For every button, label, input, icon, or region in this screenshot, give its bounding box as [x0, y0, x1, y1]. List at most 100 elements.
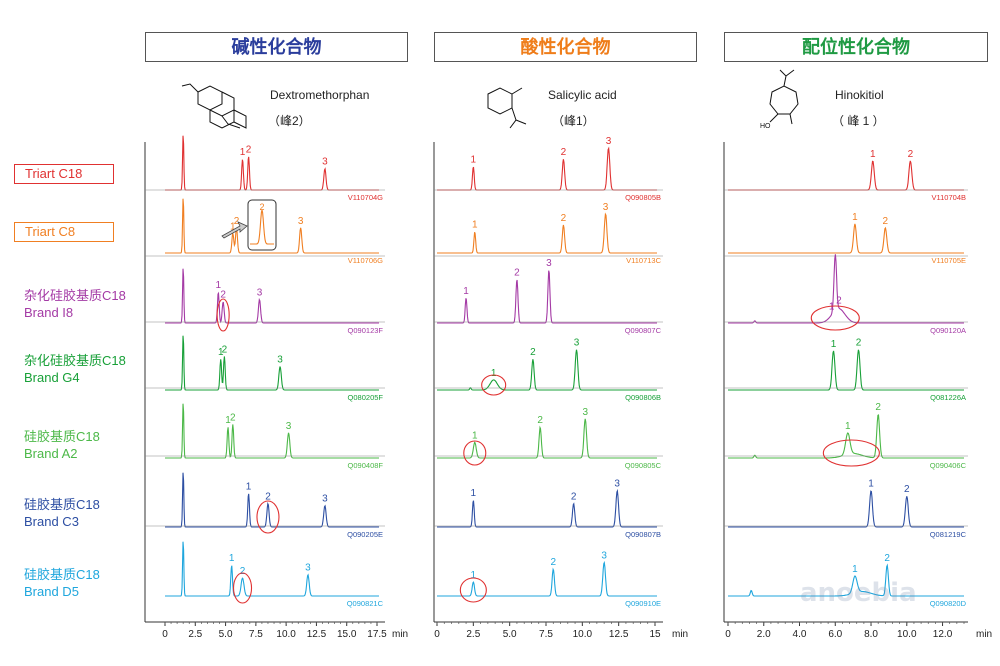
row-label-brand-d5-name: Brand D5: [24, 584, 79, 599]
chromatogram-trace: [165, 472, 379, 528]
peak-label: 1: [471, 488, 477, 499]
column-lot-code: Q090123F: [348, 326, 384, 335]
peak-label: 1: [491, 368, 497, 379]
x-tick-label: 10.0: [897, 629, 917, 640]
column-lot-code: Q090205E: [347, 530, 383, 539]
molecule-structure-hinokitiol-icon: [769, 85, 799, 115]
column-lot-code: V110705E: [932, 256, 966, 265]
zoom-inset-label: 2: [259, 202, 264, 212]
highlight-ellipse: [232, 572, 253, 604]
highlight-ellipse: [822, 439, 880, 467]
compound-name-basic: Dextromethorphan: [270, 88, 370, 102]
x-tick-label: 0: [434, 629, 440, 640]
compound-peak-acidic: （峰1）: [552, 114, 595, 128]
chromatogram-trace: [165, 541, 379, 597]
column-lot-code: Q081219C: [930, 530, 967, 539]
watermark: anoebia: [800, 578, 917, 608]
compound-name-acidic: Salicylic acid: [548, 88, 617, 102]
peak-label: 1: [240, 147, 246, 158]
chromatogram-trace: [165, 135, 379, 191]
peak-label: 2: [836, 296, 842, 307]
x-tick-label: 0: [162, 629, 168, 640]
column-lot-code: Q081226A: [930, 393, 966, 402]
peak-label: 2: [246, 144, 252, 155]
x-tick-label: 12.5: [307, 629, 327, 640]
peak-label: 2: [561, 213, 567, 224]
zoom-arrow-icon: [221, 221, 248, 239]
peak-label: 2: [222, 344, 228, 355]
peak-label: 1: [829, 302, 835, 313]
peak-label: 1: [216, 280, 222, 291]
peak-label: 3: [603, 202, 609, 213]
peak-label: 2: [530, 347, 536, 358]
column-lot-code: Q090805C: [625, 461, 662, 470]
peak-label: 2: [875, 402, 881, 413]
x-tick-label: 7.5: [249, 629, 263, 640]
chromatogram-trace: [728, 563, 964, 597]
molecule-structure-salicylic-icon: [487, 87, 513, 115]
molecule-structure-dextromethorphan-icon: [197, 85, 223, 111]
peak-label: 3: [606, 136, 612, 147]
peak-label: 1: [246, 481, 252, 492]
peak-label: 3: [574, 338, 580, 349]
header-coordinating: 配位性化合物: [724, 32, 988, 62]
column-lot-code: Q090807C: [625, 326, 662, 335]
x-tick-label: 2.5: [188, 629, 202, 640]
peak-label: 1: [471, 154, 477, 165]
chromatogram-trace: [165, 198, 379, 254]
compound-peak-basic: （峰2）: [268, 114, 311, 128]
peak-label: 1: [225, 415, 231, 426]
peak-label: 2: [230, 412, 236, 423]
molecule-structure-hinokitiol-icon: [769, 69, 795, 125]
peak-label: 3: [322, 494, 328, 505]
chromatogram-trace: [728, 160, 964, 191]
row-label-brand-g4-type: 杂化硅胶基质C18: [24, 353, 126, 368]
chromatogram-trace: [165, 335, 379, 391]
peak-label: 1: [852, 212, 858, 223]
row-label-brand-c3-name: Brand C3: [24, 514, 79, 529]
column-lot-code: Q090406C: [930, 461, 967, 470]
compound-peak-coordinating: （ 峰 1 ）: [832, 114, 885, 128]
peak-label: 1: [852, 564, 858, 575]
highlight-ellipse: [463, 440, 487, 466]
peak-label: 2: [550, 557, 556, 568]
x-tick-label: 7.5: [539, 629, 553, 640]
x-tick-label: 2.0: [757, 629, 771, 640]
peak-label: 2: [856, 338, 862, 349]
x-tick-label: 8.0: [864, 629, 878, 640]
column-lot-code: V110704G: [348, 193, 383, 202]
peak-label: 1: [463, 286, 469, 297]
chromatogram-trace: [728, 414, 964, 459]
chromatogram-trace: [437, 560, 657, 597]
peak-label: 1: [472, 430, 478, 441]
peak-label: 3: [277, 354, 283, 365]
row-label-brand-i8-name: Brand I8: [24, 305, 74, 320]
x-tick-label: 2.5: [466, 629, 480, 640]
highlight-ellipse: [216, 298, 230, 332]
peak-label: 2: [883, 216, 889, 227]
chromatogram-trace: [437, 418, 657, 459]
peak-label: 2: [514, 267, 520, 278]
peak-label: 2: [240, 566, 246, 577]
chromatogram-trace: [728, 349, 964, 391]
peak-label: 1: [831, 339, 837, 350]
peak-label: 2: [904, 484, 910, 495]
column-lot-code: V110713C: [626, 256, 661, 265]
molecule-structure-dextromethorphan-icon: [233, 109, 247, 129]
peak-label: 1: [230, 221, 236, 232]
x-axis-unit: min: [976, 629, 992, 640]
column-lot-code: Q090408F: [348, 461, 384, 470]
row-label-brand-c3: 硅胶基质C18 Brand C3: [24, 496, 100, 530]
column-lot-code: Q090820D: [930, 599, 967, 608]
row-label-brand-i8-type: 杂化硅胶基质C18: [24, 288, 126, 303]
peak-label: 2: [220, 290, 226, 301]
peak-label: 1: [229, 553, 235, 564]
x-tick-label: 15: [649, 629, 661, 640]
row-label-brand-g4: 杂化硅胶基质C18 Brand G4: [24, 352, 126, 386]
x-tick-label: 10.0: [276, 629, 296, 640]
chromatogram-trace: [165, 403, 379, 459]
row-label-brand-g4-name: Brand G4: [24, 370, 80, 385]
molecule-structure-salicylic-icon: [509, 87, 527, 129]
x-tick-label: 0: [725, 629, 731, 640]
